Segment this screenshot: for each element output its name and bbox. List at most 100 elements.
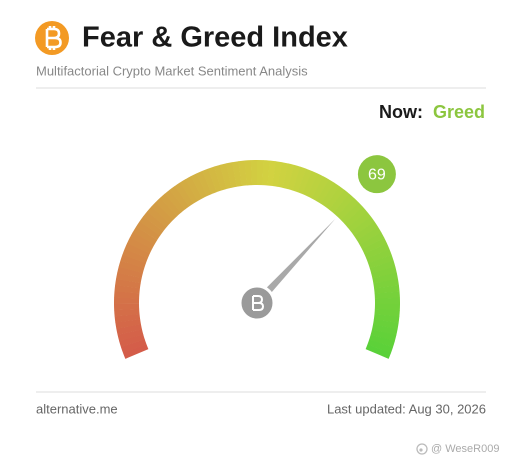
gauge-arc-segment: [219, 163, 232, 190]
gauge-arc-segment: [374, 291, 400, 299]
gauge-arc-segment: [190, 173, 208, 199]
gauge-arc-segment: [117, 329, 144, 342]
gauge-arc-segment: [302, 170, 318, 197]
gauge-arc-segment: [374, 297, 401, 305]
gauge-arc-segment: [116, 272, 142, 284]
gauge-arc-segment: [122, 248, 148, 264]
gauge-arc-segment: [367, 339, 394, 354]
gauge-arc-segment: [120, 254, 146, 269]
gauge-arc-segment: [132, 226, 158, 245]
now-label: Now:: [379, 102, 423, 122]
gauge-arc-segment: [340, 202, 363, 224]
gauge-arc-segment: [179, 179, 198, 204]
gauge-arc-segment: [207, 166, 222, 193]
gauge-arc-segment: [124, 242, 150, 259]
watermark: @ WeseR009: [431, 443, 499, 455]
watermark-icon: [416, 443, 428, 455]
gauge-arc-segment: [115, 319, 141, 329]
gauge-arc-segment: [320, 182, 340, 207]
gauge-arc-segment: [213, 164, 227, 191]
gauge-arc-segment: [350, 216, 375, 236]
gauge-arc-segment: [329, 189, 350, 214]
gauge-arc-segment: [127, 237, 153, 254]
gauge-arc-segment: [311, 176, 330, 202]
gauge-arc-segment: [272, 161, 283, 187]
gauge-arc-segment: [151, 202, 174, 224]
gauge-arc-segment: [364, 243, 390, 259]
gauge-arc-segment: [371, 324, 398, 336]
classification: Greed: [433, 102, 485, 122]
gauge-arc-segment: [307, 173, 324, 199]
gauge-arc-segment: [257, 160, 264, 186]
gauge-arc-segment: [347, 211, 371, 232]
gauge-arc-segment: [116, 324, 143, 336]
gauge-arc-segment: [374, 285, 400, 294]
gauge-arc-segment: [374, 303, 400, 311]
gauge: 69: [114, 155, 401, 359]
gauge-arc-segment: [120, 339, 147, 354]
gauge-arc-segment: [136, 221, 161, 241]
gauge-arc-segment: [169, 185, 190, 210]
gauge-arc-segment: [160, 193, 182, 217]
gauge-arc-segment: [373, 314, 400, 324]
gauge-arc-segment: [366, 248, 392, 264]
gauge-arc-segment: [114, 291, 140, 299]
gauge-arc-segment: [202, 168, 217, 195]
gauge-arc-segment: [244, 160, 253, 186]
bitcoin-logo: [35, 21, 69, 55]
gauge-arc-segment: [174, 182, 194, 207]
gauge-arc-segment: [119, 334, 145, 348]
gauge-arc-segment: [238, 160, 247, 187]
gauge-arc-segment: [368, 254, 394, 269]
gauge-arc-segment: [185, 176, 203, 201]
gauge-arc-segment: [115, 278, 141, 289]
needle: [254, 218, 336, 306]
gauge-arc-segment: [139, 216, 164, 236]
gauge-arc-segment: [282, 163, 295, 190]
source: alternative.me: [36, 401, 118, 416]
value-label: 69: [368, 166, 386, 183]
gauge-arc-segment: [114, 297, 140, 304]
gauge-arc-segment: [344, 206, 368, 228]
gauge-arc-segment: [164, 189, 186, 213]
now-status: Now: Greed: [379, 102, 485, 122]
gauge-arc-segment: [372, 319, 399, 330]
title: Fear & Greed Index: [82, 22, 348, 54]
gauge-arc-segment: [372, 272, 399, 284]
gauge-arc-segment: [369, 334, 395, 348]
gauge-arc-segment: [333, 193, 355, 217]
gauge-arc-segment: [225, 162, 237, 188]
gauge-arc-segment: [370, 329, 397, 342]
gauge-arc-segment: [114, 303, 140, 311]
gauge-arc-segment: [297, 168, 313, 195]
gauge-arc-segment: [114, 308, 140, 317]
gauge-arc-segment: [292, 166, 307, 193]
gauge-arc-segment: [117, 266, 143, 279]
gauge-arc-segment: [356, 226, 382, 245]
gauge-arc-segment: [114, 284, 140, 294]
gauge-arc-segment: [267, 160, 277, 187]
gauge-arc-segment: [196, 170, 212, 197]
value-bubble: [357, 155, 396, 194]
gauge-arc-segment: [316, 179, 335, 204]
gauge-arc-segment: [365, 344, 391, 359]
last-updated: Last updated: Aug 30, 2026: [327, 401, 486, 416]
gauge-arc-segment: [287, 164, 301, 191]
gauge-arc-segment: [359, 232, 385, 250]
gauge-arc-segment: [155, 197, 178, 220]
gauge-arc-segment: [250, 160, 258, 186]
subtitle: Multifactorial Crypto Market Sentiment A…: [36, 63, 308, 78]
gauge-arc-segment: [118, 260, 145, 274]
gauge-arc-segment: [361, 237, 388, 254]
gauge-arc-segment: [143, 211, 167, 232]
gauge-arc-segment: [114, 313, 141, 323]
gauge-arc-segment: [122, 344, 149, 359]
hub-bitcoin-icon: [252, 295, 265, 311]
gauge-arc-segment: [369, 260, 396, 274]
gauge-arc-segment: [371, 266, 397, 279]
gauge-arc-segment: [337, 197, 359, 221]
gauge-arc-segment: [147, 206, 170, 228]
gauge-arc-segment: [277, 162, 289, 188]
gauge-arc-segment: [129, 231, 155, 250]
